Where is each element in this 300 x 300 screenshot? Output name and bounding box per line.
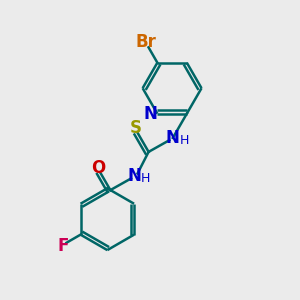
Text: O: O <box>92 159 106 177</box>
Text: S: S <box>130 119 142 137</box>
Text: N: N <box>166 129 180 147</box>
Text: H: H <box>179 134 189 147</box>
Text: F: F <box>58 237 69 255</box>
Text: N: N <box>128 167 142 185</box>
Text: N: N <box>144 105 158 123</box>
Text: H: H <box>141 172 151 185</box>
Text: Br: Br <box>135 33 156 51</box>
